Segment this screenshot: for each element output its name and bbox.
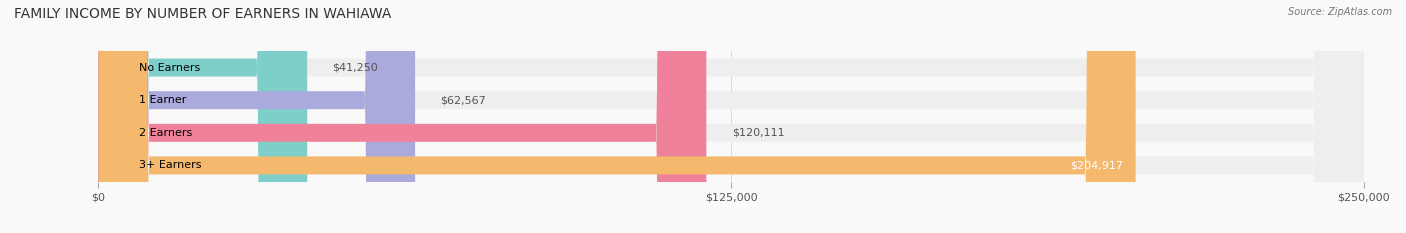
Text: Source: ZipAtlas.com: Source: ZipAtlas.com <box>1288 7 1392 17</box>
Text: $120,111: $120,111 <box>731 128 785 138</box>
FancyBboxPatch shape <box>98 0 308 233</box>
FancyBboxPatch shape <box>98 0 706 233</box>
Text: 1 Earner: 1 Earner <box>139 95 186 105</box>
FancyBboxPatch shape <box>98 0 1136 233</box>
FancyBboxPatch shape <box>98 0 415 233</box>
Text: 3+ Earners: 3+ Earners <box>139 161 201 170</box>
Text: 2 Earners: 2 Earners <box>139 128 193 138</box>
Text: $62,567: $62,567 <box>440 95 486 105</box>
Text: $204,917: $204,917 <box>1070 161 1123 170</box>
FancyBboxPatch shape <box>98 0 1364 233</box>
Text: FAMILY INCOME BY NUMBER OF EARNERS IN WAHIAWA: FAMILY INCOME BY NUMBER OF EARNERS IN WA… <box>14 7 391 21</box>
FancyBboxPatch shape <box>98 0 1364 233</box>
Text: $41,250: $41,250 <box>333 63 378 72</box>
FancyBboxPatch shape <box>98 0 1364 233</box>
FancyBboxPatch shape <box>98 0 1364 233</box>
Text: No Earners: No Earners <box>139 63 200 72</box>
